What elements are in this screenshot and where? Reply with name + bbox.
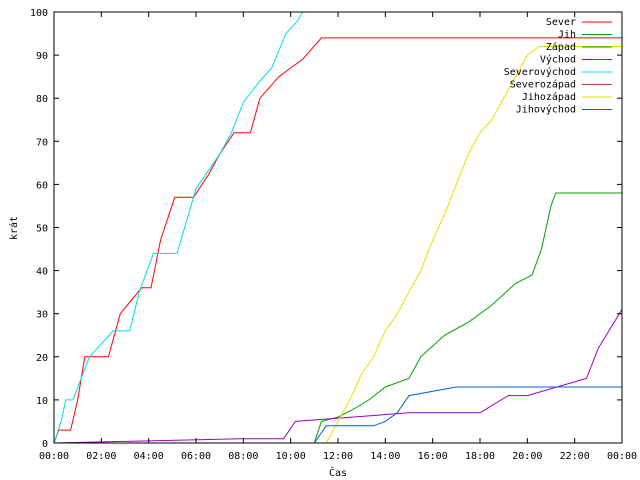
legend-label: Severozápad [510, 79, 576, 91]
series-line-3 [53, 309, 623, 444]
y-axis-title: krát [8, 216, 20, 240]
y-axis: 0 10 20 30 40 50 60 70 80 90 100 [30, 8, 622, 450]
legend-label: Severovýchod [504, 66, 576, 78]
y-tick-label: 60 [36, 180, 48, 191]
y-tick-label: 30 [36, 310, 48, 321]
y-tick-label: 70 [36, 137, 48, 148]
y-tick-label: 20 [36, 353, 48, 364]
x-tick-label: 04:00 [134, 451, 164, 462]
legend: Sever JihZápadVýchodSeverovýchodSeverozáp… [504, 17, 612, 116]
y-tick-label: 50 [36, 224, 48, 235]
y-tick-label: 90 [36, 51, 48, 62]
legend-label: Východ [540, 54, 576, 66]
x-tick-label: 10:00 [276, 451, 306, 462]
y-tick-label: 40 [36, 267, 48, 278]
series-line-7 [54, 386, 622, 444]
x-axis: 00:00 02:00 04:00 06:00 08:00 10:00 12:00 14:00… [39, 12, 637, 462]
legend-label: Sever [546, 17, 576, 28]
legend-label: Jihovýchod [516, 104, 576, 116]
x-tick-label: 14:00 [370, 451, 400, 462]
y-tick-label: 80 [36, 94, 48, 105]
x-tick-label: 20:00 [512, 451, 542, 462]
x-tick-label: 00:00 [607, 451, 637, 462]
legend-label: Západ [546, 41, 576, 53]
x-tick-label: 00:00 [39, 451, 69, 462]
x-tick-label: 18:00 [465, 451, 495, 462]
x-tick-label: 06:00 [181, 451, 211, 462]
series-line-6 [54, 46, 622, 444]
y-tick-label: 100 [30, 8, 48, 19]
series-line-4 [53, 11, 303, 444]
x-tick-label: 16:00 [418, 451, 448, 462]
x-tick-label: 02:00 [86, 451, 116, 462]
series-line-1 [54, 192, 622, 444]
legend-label: Jih [558, 30, 576, 41]
x-tick-label: 08:00 [228, 451, 258, 462]
x-tick-label: 22:00 [560, 451, 590, 462]
x-axis-title: Čas [329, 466, 347, 479]
legend-label: Jihozápad [522, 91, 576, 103]
plot-lines [53, 11, 623, 444]
x-tick-label: 12:00 [323, 451, 353, 462]
y-tick-label: 0 [42, 439, 48, 450]
y-tick-label: 10 [36, 396, 48, 407]
